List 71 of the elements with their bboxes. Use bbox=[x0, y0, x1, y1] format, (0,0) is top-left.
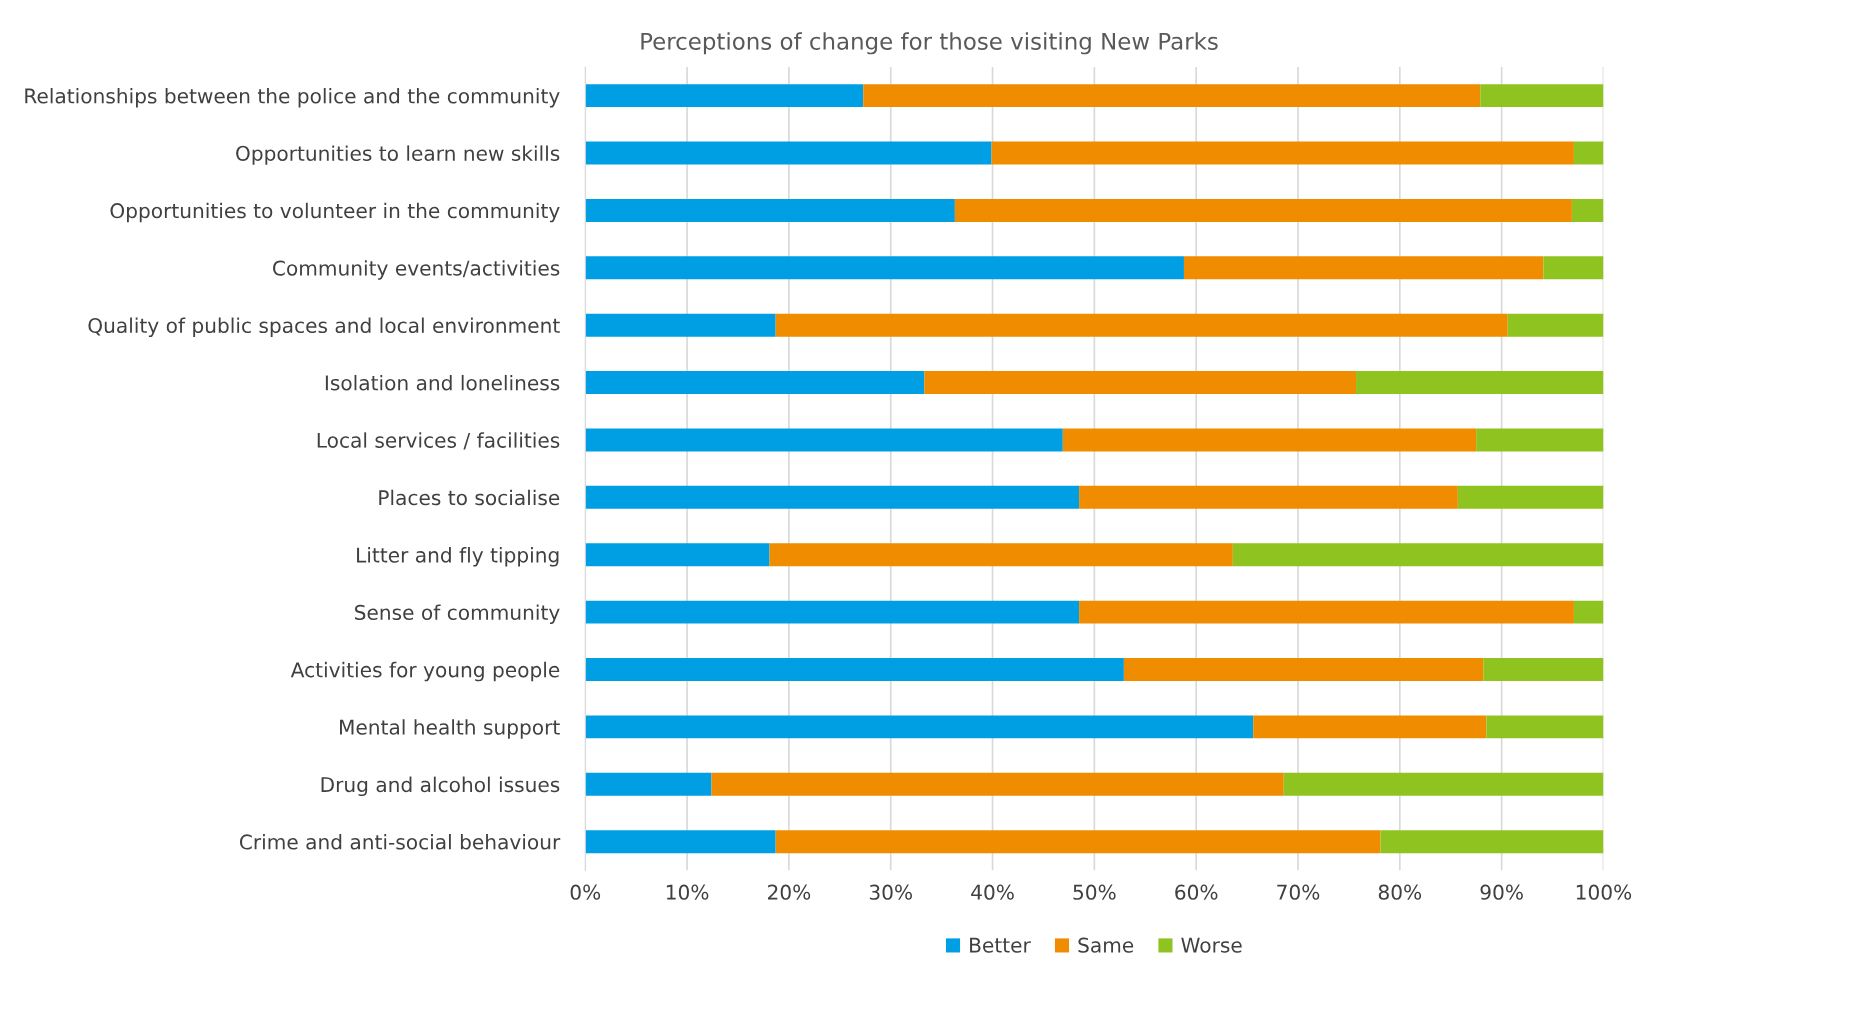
bar bbox=[585, 141, 992, 165]
bar bbox=[585, 256, 1184, 280]
bar bbox=[1356, 371, 1604, 395]
bar bbox=[585, 658, 1124, 681]
x-tick-label: 100% bbox=[1576, 884, 1632, 900]
x-tick-label: 60% bbox=[1175, 884, 1218, 900]
bar bbox=[1232, 543, 1604, 567]
bar bbox=[775, 830, 1381, 854]
bar bbox=[585, 84, 864, 108]
bar bbox=[711, 772, 1284, 796]
y-tick-label: Local services / facilities bbox=[317, 432, 560, 450]
legend-label: Better bbox=[970, 937, 1031, 953]
legend-label: Worse bbox=[1181, 937, 1242, 953]
bar bbox=[1483, 658, 1604, 681]
bar bbox=[585, 715, 1254, 739]
bar bbox=[1062, 428, 1477, 452]
chart-title: Perceptions of change for those visiting New Parks bbox=[641, 32, 1218, 55]
y-tick-label: Opportunities to volunteer in the community bbox=[110, 202, 560, 223]
bar bbox=[585, 428, 1063, 452]
x-tick-label: 90% bbox=[1480, 884, 1523, 900]
bar bbox=[1543, 256, 1604, 280]
bar bbox=[1476, 428, 1604, 452]
x-tick-label: 50% bbox=[1073, 884, 1116, 900]
bar bbox=[1507, 313, 1604, 337]
bar bbox=[585, 600, 1080, 624]
x-tick-label: 30% bbox=[869, 884, 912, 900]
bar bbox=[585, 485, 1080, 509]
bar bbox=[1457, 485, 1604, 509]
x-tick-label: 10% bbox=[666, 884, 709, 900]
y-tick-label: Crime and anti-social behaviour bbox=[239, 834, 561, 850]
bar bbox=[1123, 658, 1484, 681]
x-tick-label: 40% bbox=[971, 884, 1014, 900]
bar bbox=[954, 198, 1572, 222]
y-tick-label: Quality of public spaces and local environment bbox=[88, 317, 560, 338]
x-tick-label: 70% bbox=[1277, 884, 1320, 900]
bar bbox=[1079, 485, 1458, 509]
y-tick-label: Litter and fly tipping bbox=[357, 547, 559, 567]
y-tick-label: Opportunities to learn new skills bbox=[236, 145, 560, 165]
bar bbox=[924, 371, 1357, 395]
bar bbox=[1380, 830, 1604, 854]
bar bbox=[775, 313, 1508, 337]
x-tick-label: 0% bbox=[570, 884, 601, 900]
bar bbox=[1183, 256, 1544, 280]
bar bbox=[991, 141, 1574, 165]
bar bbox=[1480, 84, 1604, 108]
bar bbox=[585, 830, 776, 854]
bar bbox=[1079, 600, 1574, 624]
bar bbox=[1571, 198, 1604, 222]
bar bbox=[1283, 772, 1604, 796]
bar bbox=[585, 543, 770, 567]
bar bbox=[1486, 715, 1604, 739]
bar bbox=[585, 371, 925, 395]
bar bbox=[1253, 715, 1487, 739]
y-tick-label: Isolation and loneliness bbox=[325, 374, 560, 391]
bar bbox=[863, 84, 1481, 108]
y-tick-label: Mental health support bbox=[340, 719, 560, 739]
y-tick-label: Places to socialise bbox=[379, 489, 560, 506]
bar bbox=[585, 772, 712, 796]
x-tick-label: 80% bbox=[1378, 884, 1422, 900]
x-tick-label: 20% bbox=[768, 884, 811, 900]
y-tick-label: Community events/activities bbox=[273, 260, 560, 280]
bar bbox=[585, 198, 955, 222]
bar bbox=[769, 543, 1233, 567]
y-tick-label: Drug and alcohol issues bbox=[321, 776, 560, 797]
legend-label: Same bbox=[1078, 937, 1134, 953]
y-tick-label: Relationships between the police and the community bbox=[25, 87, 560, 108]
bar bbox=[1573, 600, 1604, 624]
y-tick-label: Activities for young people bbox=[290, 661, 560, 682]
y-tick-label: Sense of community bbox=[355, 604, 560, 624]
bar bbox=[1573, 141, 1604, 165]
bar bbox=[585, 313, 776, 337]
